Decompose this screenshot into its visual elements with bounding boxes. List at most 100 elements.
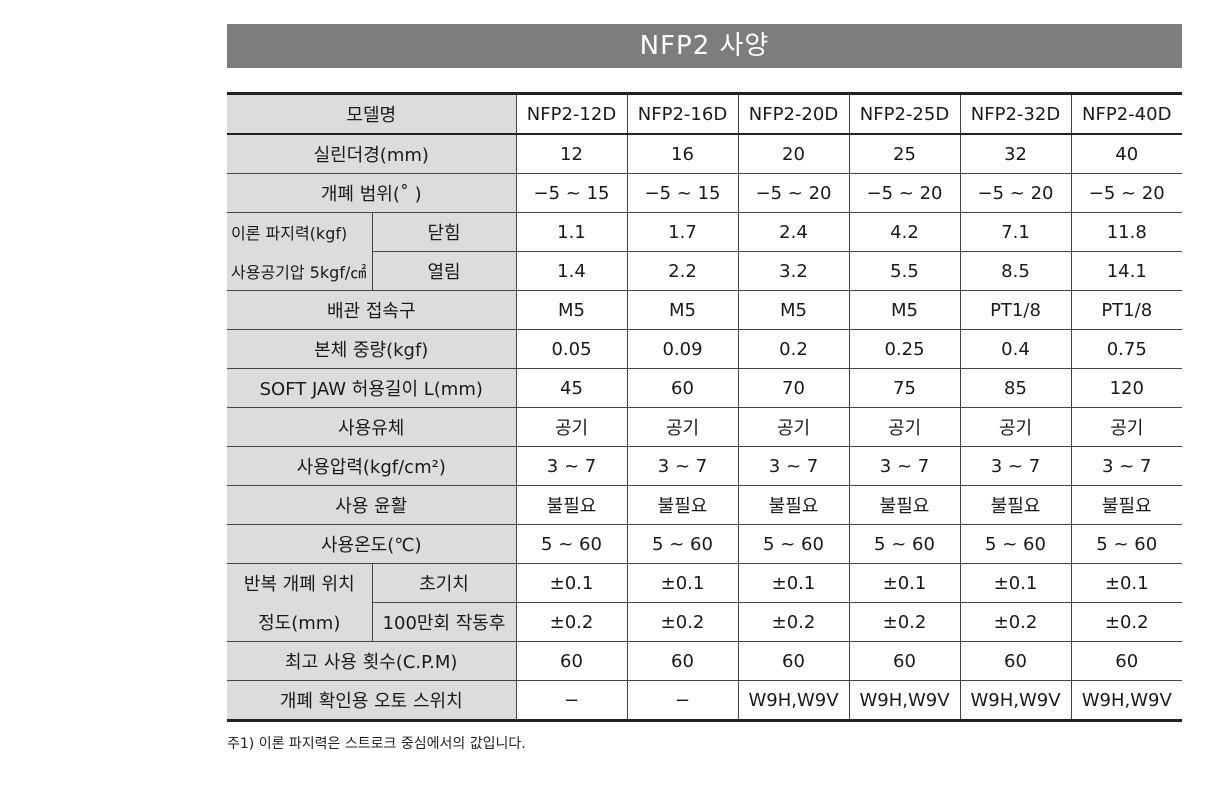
value-cell: 0.75	[1070, 329, 1182, 369]
value-cell: 0.05	[515, 329, 628, 369]
table-row: 정도(mm) 100만회 작동후 ±0.2 ±0.2 ±0.2 ±0.2 ±0.2 ±0.…	[227, 602, 1182, 642]
table-row: 사용온도(℃) 5 ~ 60 5 ~ 60 5 ~ 60 5 ~ 60 5 ~ 60 5 …	[227, 524, 1182, 564]
row-label: SOFT JAW 허용길이 L(mm)	[227, 368, 517, 408]
row-label: 본체 중량(kgf)	[227, 329, 517, 369]
value-cell: 불필요	[848, 485, 961, 525]
row-label: 열림	[371, 251, 517, 291]
value-cell: 공기	[848, 407, 961, 447]
value-cell: 불필요	[515, 485, 628, 525]
value-cell: 14.1	[1070, 251, 1182, 291]
value-cell: 45	[515, 368, 628, 408]
value-cell: 60	[959, 641, 1072, 681]
value-cell: PT1/8	[1070, 290, 1182, 330]
table-row: 반복 개폐 위치 초기치 ±0.1 ±0.1 ±0.1 ±0.1 ±0.1 ±0.1	[227, 563, 1182, 603]
value-cell: 5 ~ 60	[1070, 524, 1182, 564]
row-group-label: 이론 파지력(kgf)	[227, 212, 373, 252]
row-label: 최고 사용 횟수(C.P.M)	[227, 641, 517, 681]
value-cell: M5	[737, 290, 850, 330]
value-cell: 12	[515, 133, 628, 174]
value-cell: 7.1	[959, 212, 1072, 252]
table-row: 배관 접속구 M5 M5 M5 M5 PT1/8 PT1/8	[227, 290, 1182, 330]
row-label: 실린더경(mm)	[227, 133, 517, 174]
value-cell: M5	[848, 290, 961, 330]
value-cell: −5 ~ 20	[1070, 173, 1182, 213]
table-header-row: 모델명 NFP2-12D NFP2-16D NFP2-20D NFP2-25D …	[227, 93, 1182, 135]
model-header: NFP2-32D	[959, 93, 1072, 135]
value-cell: 5 ~ 60	[959, 524, 1072, 564]
table-row: 개폐 범위(˚ ) −5 ~ 15 −5 ~ 15 −5 ~ 20 −5 ~ 20 −5…	[227, 173, 1182, 213]
model-header: NFP2-16D	[626, 93, 739, 135]
value-cell: M5	[515, 290, 628, 330]
value-cell: 3 ~ 7	[626, 446, 739, 486]
value-cell: 20	[737, 133, 850, 174]
value-cell: ±0.1	[737, 563, 850, 603]
row-label: 개폐 확인용 오토 스위치	[227, 680, 517, 721]
value-cell: 5 ~ 60	[848, 524, 961, 564]
value-cell: 70	[737, 368, 850, 408]
value-cell: 5 ~ 60	[626, 524, 739, 564]
value-cell: 60	[626, 368, 739, 408]
value-cell: 3 ~ 7	[959, 446, 1072, 486]
row-label: 닫힘	[371, 212, 517, 252]
value-cell: W9H,W9V	[959, 680, 1072, 721]
value-cell: 11.8	[1070, 212, 1182, 252]
row-label: 배관 접속구	[227, 290, 517, 330]
value-cell: 60	[515, 641, 628, 681]
value-cell: ±0.2	[848, 602, 961, 642]
value-cell: −	[515, 680, 628, 721]
value-cell: 불필요	[1070, 485, 1182, 525]
value-cell: 공기	[959, 407, 1072, 447]
spec-table: 모델명 NFP2-12D NFP2-16D NFP2-20D NFP2-25D …	[227, 92, 1182, 722]
value-cell: 2.2	[626, 251, 739, 291]
value-cell: −5 ~ 15	[515, 173, 628, 213]
value-cell: 1.1	[515, 212, 628, 252]
table-row: SOFT JAW 허용길이 L(mm) 45 60 70 75 85 120	[227, 368, 1182, 408]
row-group-label: 반복 개폐 위치	[227, 563, 373, 603]
value-cell: −5 ~ 15	[626, 173, 739, 213]
spec-title-banner: NFP2 사양	[227, 24, 1182, 68]
value-cell: −5 ~ 20	[959, 173, 1072, 213]
value-cell: 60	[626, 641, 739, 681]
value-cell: 공기	[1070, 407, 1182, 447]
value-cell: 25	[848, 133, 961, 174]
row-group-label: 사용공기압 5kgf/㎠	[227, 251, 373, 291]
value-cell: ±0.2	[737, 602, 850, 642]
value-cell: 4.2	[848, 212, 961, 252]
value-cell: ±0.1	[959, 563, 1072, 603]
row-group-label: 정도(mm)	[227, 602, 373, 642]
table-row: 실린더경(mm) 12 16 20 25 32 40	[227, 133, 1182, 174]
value-cell: 불필요	[737, 485, 850, 525]
value-cell: ±0.2	[515, 602, 628, 642]
value-cell: 0.09	[626, 329, 739, 369]
table-row: 개폐 확인용 오토 스위치 − − W9H,W9V W9H,W9V W9H,W9V W9H…	[227, 680, 1182, 721]
value-cell: W9H,W9V	[1070, 680, 1182, 721]
value-cell: 32	[959, 133, 1072, 174]
value-cell: 8.5	[959, 251, 1072, 291]
value-cell: 40	[1070, 133, 1182, 174]
value-cell: 3 ~ 7	[1070, 446, 1182, 486]
row-label: 초기치	[371, 563, 517, 603]
value-cell: 공기	[515, 407, 628, 447]
model-header: NFP2-25D	[848, 93, 961, 135]
table-row: 이론 파지력(kgf) 닫힘 1.1 1.7 2.4 4.2 7.1 11.8	[227, 212, 1182, 252]
value-cell: 3.2	[737, 251, 850, 291]
value-cell: −	[626, 680, 739, 721]
table-row: 최고 사용 횟수(C.P.M) 60 60 60 60 60 60	[227, 641, 1182, 681]
value-cell: −5 ~ 20	[737, 173, 850, 213]
table-row: 사용 윤활 불필요 불필요 불필요 불필요 불필요 불필요	[227, 485, 1182, 525]
value-cell: 공기	[737, 407, 850, 447]
model-header: NFP2-12D	[515, 93, 628, 135]
row-label: 사용 윤활	[227, 485, 517, 525]
header-label: 모델명	[227, 93, 517, 135]
value-cell: 3 ~ 7	[737, 446, 850, 486]
value-cell: M5	[626, 290, 739, 330]
row-label: 사용압력(kgf/cm²)	[227, 446, 517, 486]
value-cell: 85	[959, 368, 1072, 408]
value-cell: 5 ~ 60	[515, 524, 628, 564]
model-header: NFP2-40D	[1070, 93, 1182, 135]
value-cell: ±0.2	[1070, 602, 1182, 642]
value-cell: 60	[1070, 641, 1182, 681]
value-cell: 75	[848, 368, 961, 408]
value-cell: W9H,W9V	[848, 680, 961, 721]
value-cell: 불필요	[959, 485, 1072, 525]
